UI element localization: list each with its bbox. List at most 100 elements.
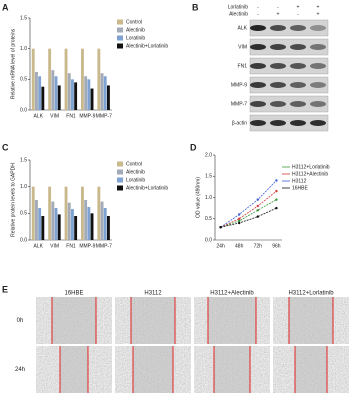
- y-axis-label: Relative mRNA level of proteins: [10, 28, 16, 99]
- legend-swatch: [117, 43, 123, 49]
- x-tick-label: MMP-9: [79, 113, 95, 119]
- bar: [31, 186, 35, 240]
- data-point: [256, 198, 260, 201]
- protein-label: FN1: [238, 63, 248, 69]
- blot-band: [250, 101, 266, 107]
- y-tick-label: 2.0: [205, 152, 212, 158]
- bar: [67, 202, 71, 240]
- blot-band: [250, 25, 266, 31]
- legend-label: Loratinib: [126, 177, 145, 183]
- x-tick-label: MMP-7: [96, 113, 112, 119]
- legend-swatch: [117, 27, 123, 33]
- x-tick-label: 24h: [216, 243, 225, 249]
- blot-band: [250, 82, 266, 88]
- blot-band: [250, 63, 266, 69]
- blot-band: [270, 44, 286, 50]
- protein-label: ALK: [238, 25, 248, 31]
- wound-gap: [133, 346, 173, 393]
- treatment-sign: +: [297, 4, 300, 10]
- y-tick-label: 0.5: [205, 216, 212, 222]
- blot-band: [310, 82, 326, 88]
- legend-label: Alectinib+Lorlatinib: [126, 185, 168, 191]
- x-tick-label: FN1: [66, 243, 76, 249]
- bar: [74, 216, 78, 240]
- y-tick-label: 1.0: [20, 184, 27, 190]
- data-point: [237, 221, 241, 225]
- x-tick-label: VIM: [50, 243, 59, 249]
- wound-gap: [289, 297, 333, 344]
- y-tick-label: 1.5: [20, 157, 27, 163]
- column-label: H3112: [144, 291, 162, 297]
- x-tick-label: VIM: [50, 113, 59, 119]
- x-tick-label: MMP-9: [79, 243, 95, 249]
- protein-label: MMP-9: [231, 82, 247, 88]
- bar: [51, 70, 55, 110]
- legend-label: Loratinib: [126, 35, 145, 41]
- legend-label: Control: [126, 161, 142, 167]
- y-tick-label: 0.0: [20, 107, 27, 113]
- bar: [100, 73, 104, 110]
- legend-label: H3112: [292, 178, 307, 184]
- bar: [97, 186, 101, 240]
- legend-swatch: [117, 35, 123, 41]
- y-tick-label: 0.0: [205, 237, 212, 243]
- blot-band: [290, 63, 306, 69]
- treatment-sign: +: [317, 4, 320, 10]
- wound-gap: [295, 346, 327, 393]
- data-point: [275, 189, 278, 193]
- bar: [51, 201, 55, 240]
- y-axis-label: Relative protein levels to GAPDH: [10, 163, 16, 237]
- bar: [41, 86, 45, 110]
- bar: [54, 208, 58, 240]
- bar: [31, 48, 35, 110]
- legend-swatch: [117, 19, 123, 25]
- bar: [41, 216, 45, 240]
- legend-swatch: [117, 161, 123, 167]
- bar: [64, 48, 68, 110]
- blot-band: [310, 63, 326, 69]
- legend-swatch: [117, 169, 123, 175]
- blot-band: [270, 63, 286, 69]
- bar: [35, 71, 38, 110]
- bar: [87, 79, 91, 110]
- y-tick-label: 0.0: [20, 237, 27, 243]
- series-line: [220, 199, 277, 228]
- x-tick-label: 72h: [254, 243, 263, 249]
- bar: [48, 186, 52, 240]
- x-tick-label: 96h: [272, 243, 281, 249]
- data-point: [256, 209, 260, 212]
- panel-label: A: [2, 2, 9, 12]
- bar: [64, 186, 68, 240]
- protein-label: MMP-7: [231, 101, 247, 107]
- bar: [48, 48, 52, 110]
- bar: [57, 214, 61, 240]
- column-label: H3112+Alectinib: [210, 291, 254, 297]
- column-label: H3112+Lorlatinib: [288, 291, 334, 297]
- y-tick-label: 1.5: [20, 15, 27, 21]
- treatment-label: Alectinib: [229, 11, 248, 17]
- treatment-sign: -: [277, 4, 279, 10]
- legend-swatch: [117, 185, 123, 191]
- wound-gap: [214, 346, 250, 393]
- y-tick-label: 0.5: [20, 77, 27, 83]
- blot-band: [250, 120, 266, 126]
- data-point: [275, 198, 278, 201]
- legend-label: Alectinib: [126, 169, 145, 175]
- x-tick-label: FN1: [66, 113, 76, 119]
- blot-band: [270, 82, 286, 88]
- panel-label: C: [2, 142, 9, 152]
- legend-label: 16HBE: [292, 185, 309, 191]
- bar: [71, 209, 74, 240]
- bar: [106, 85, 110, 110]
- wound-gap: [131, 297, 175, 344]
- data-point: [237, 217, 241, 220]
- row-label: 0h: [17, 318, 24, 324]
- blot-band: [290, 25, 306, 31]
- bar: [38, 208, 42, 240]
- legend-label: Alectinib+Lorlatinib: [126, 43, 168, 49]
- protein-label: β-actin: [232, 120, 247, 126]
- bar: [81, 186, 84, 240]
- wound-gap: [52, 297, 96, 344]
- series-line: [220, 190, 277, 228]
- data-point: [237, 219, 241, 223]
